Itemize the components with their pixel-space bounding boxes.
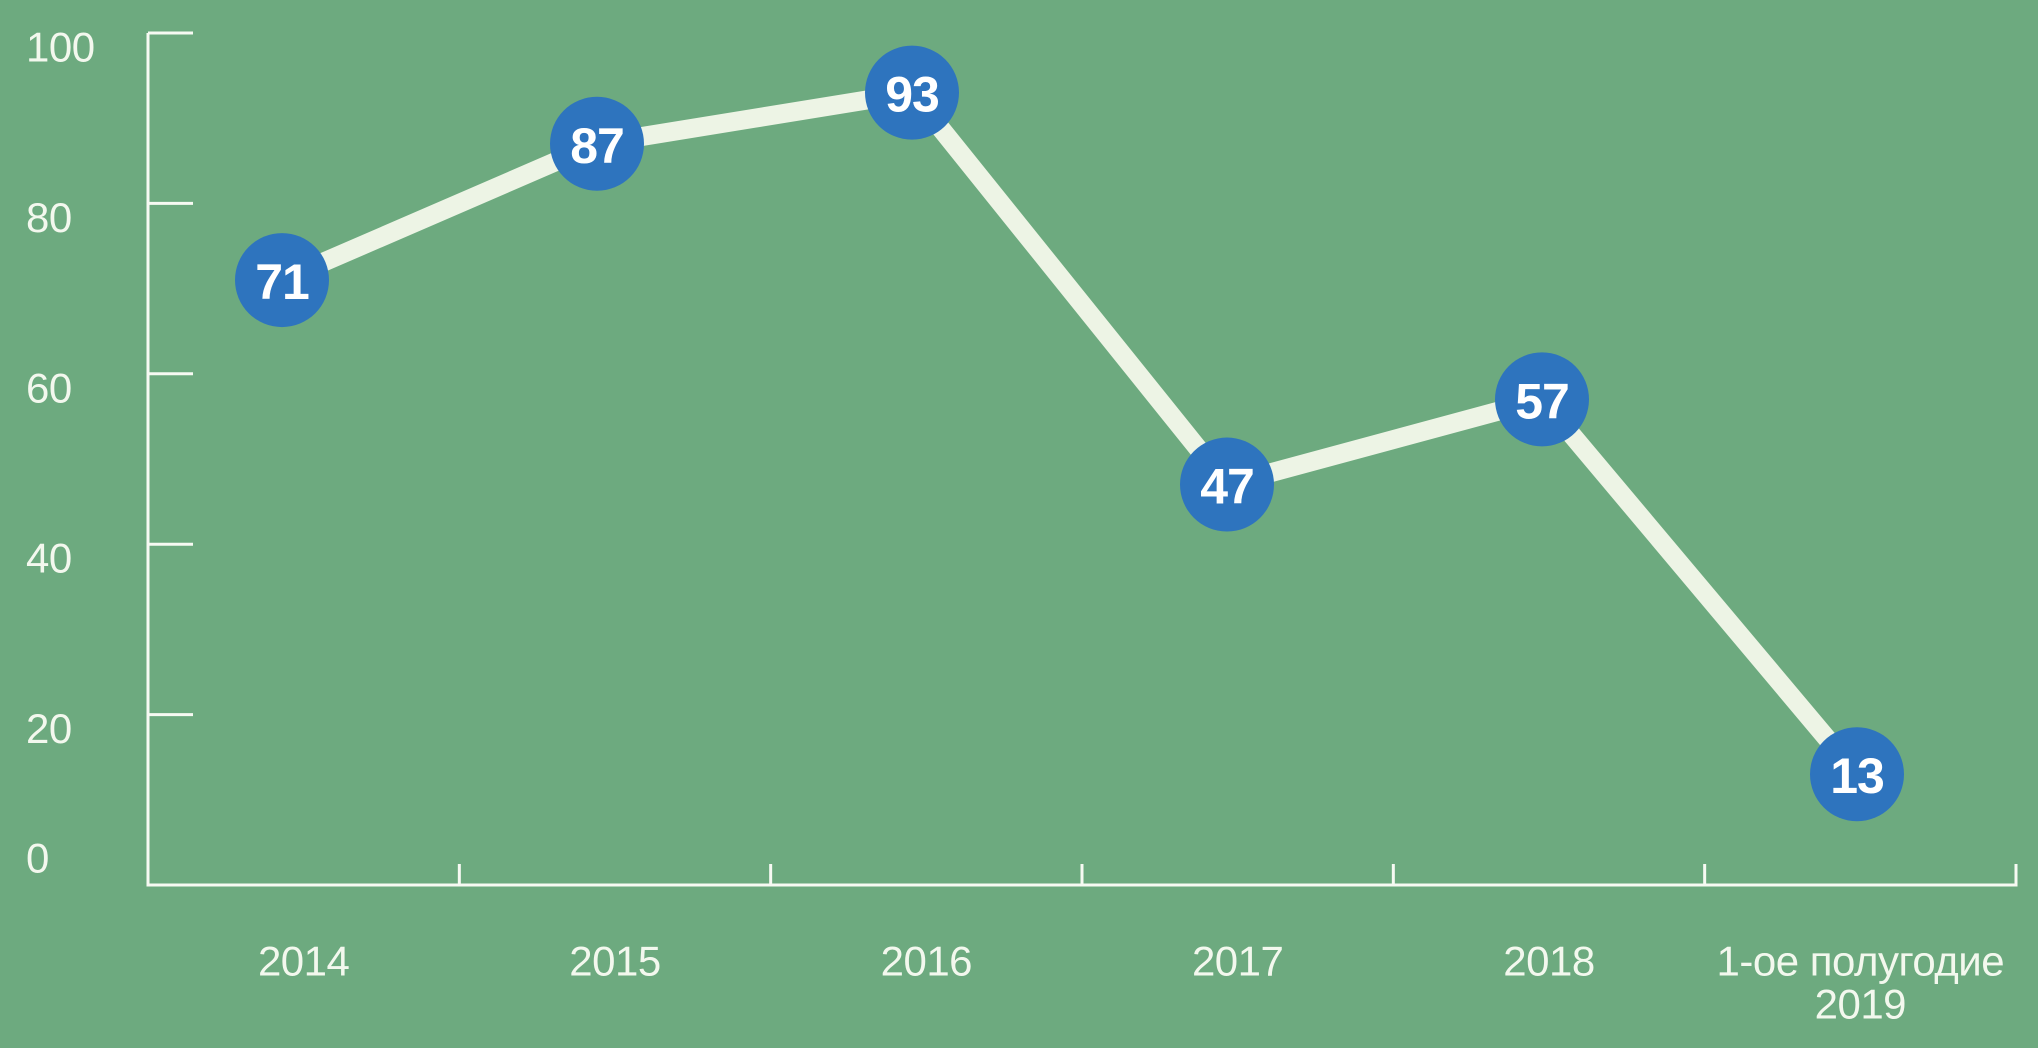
x-axis-label: 2017 [1192, 938, 1283, 985]
data-point-marker [1810, 727, 1904, 822]
x-axis-label-line: 2015 [569, 938, 660, 985]
x-axis-label-line: 2017 [1192, 938, 1283, 985]
y-axis-label: 100 [26, 24, 95, 71]
x-axis-label: 2018 [1503, 938, 1594, 985]
data-point-value: 87 [570, 118, 624, 174]
x-axis-label-line: 2016 [881, 938, 972, 985]
data-point-marker [1180, 437, 1274, 532]
x-axis-label-line: 2018 [1503, 938, 1594, 985]
y-axis-label: 40 [26, 535, 72, 582]
data-point-value: 57 [1515, 373, 1569, 429]
y-axis-label: 60 [26, 364, 72, 411]
data-point-marker [550, 96, 644, 191]
data-point-marker [865, 45, 959, 140]
data-point-value: 47 [1200, 459, 1254, 515]
x-axis-label-line: 2019 [1815, 981, 1906, 1028]
data-point-value: 93 [885, 67, 939, 123]
y-axis-label: 0 [26, 835, 49, 882]
x-axis-label: 2016 [881, 938, 972, 985]
data-point-marker [1495, 352, 1589, 447]
x-axis-label: 1-ое полугодие 2019 [1717, 938, 2005, 1028]
x-axis-label: 2015 [569, 938, 660, 985]
y-axis-label: 80 [26, 194, 72, 241]
data-point-value: 13 [1830, 748, 1884, 804]
x-axis-label: 2014 [258, 938, 350, 985]
data-point-marker [235, 233, 329, 328]
x-axis-label-line: 2014 [258, 938, 350, 985]
y-axis-label: 20 [26, 705, 72, 752]
data-point-value: 71 [255, 254, 309, 310]
trend-line [278, 83, 1865, 781]
axis-lines [146, 33, 2018, 887]
x-axis-label-line: 1-ое полугодие [1717, 938, 2005, 985]
